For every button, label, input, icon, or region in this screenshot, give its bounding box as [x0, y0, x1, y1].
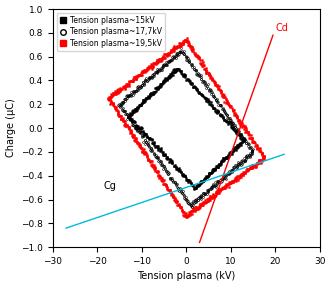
Tension plasma~15kV [193, 186, 197, 190]
Text: Cg: Cg [104, 181, 117, 191]
Tension plasma~15kV [192, 187, 196, 190]
Tension plasma~17,7kV [136, 84, 140, 88]
Tension plasma~19,5kV [159, 59, 163, 63]
Tension plasma~19,5kV [185, 37, 189, 40]
Line: Tension plasma~15kV: Tension plasma~15kV [127, 68, 245, 189]
Tension plasma~19,5kV [141, 148, 145, 151]
Tension plasma~17,7kV [179, 46, 183, 49]
Tension plasma~17,7kV [157, 69, 161, 73]
Tension plasma~15kV [157, 86, 161, 89]
Tension plasma~17,7kV [233, 164, 237, 167]
Tension plasma~15kV [175, 67, 179, 70]
Tension plasma~15kV [166, 75, 170, 78]
Text: Cd: Cd [275, 23, 288, 33]
Tension plasma~15kV [187, 179, 191, 182]
Legend: Tension plasma~15kV, Tension plasma~17,7kV, Tension plasma~19,5kV: Tension plasma~15kV, Tension plasma~17,7… [57, 13, 165, 51]
Tension plasma~19,5kV [184, 215, 188, 219]
Tension plasma~17,7kV [249, 145, 253, 148]
Tension plasma~15kV [145, 134, 149, 137]
Tension plasma~17,7kV [189, 204, 193, 207]
Tension plasma~15kV [182, 72, 186, 75]
Tension plasma~19,5kV [109, 99, 113, 102]
Tension plasma~19,5kV [203, 201, 207, 204]
Tension plasma~17,7kV [189, 204, 193, 207]
Tension plasma~19,5kV [150, 66, 154, 69]
Tension plasma~15kV [180, 72, 184, 76]
Line: Tension plasma~19,5kV: Tension plasma~19,5kV [108, 38, 265, 218]
Tension plasma~17,7kV [190, 205, 194, 209]
X-axis label: Tension plasma (kV): Tension plasma (kV) [137, 272, 235, 282]
Tension plasma~15kV [193, 187, 197, 190]
Tension plasma~17,7kV [193, 68, 197, 72]
Tension plasma~17,7kV [118, 104, 122, 107]
Tension plasma~19,5kV [184, 213, 188, 217]
Line: Tension plasma~17,7kV: Tension plasma~17,7kV [117, 47, 254, 208]
Tension plasma~19,5kV [141, 71, 145, 74]
Y-axis label: Charge (μC): Charge (μC) [6, 99, 16, 158]
